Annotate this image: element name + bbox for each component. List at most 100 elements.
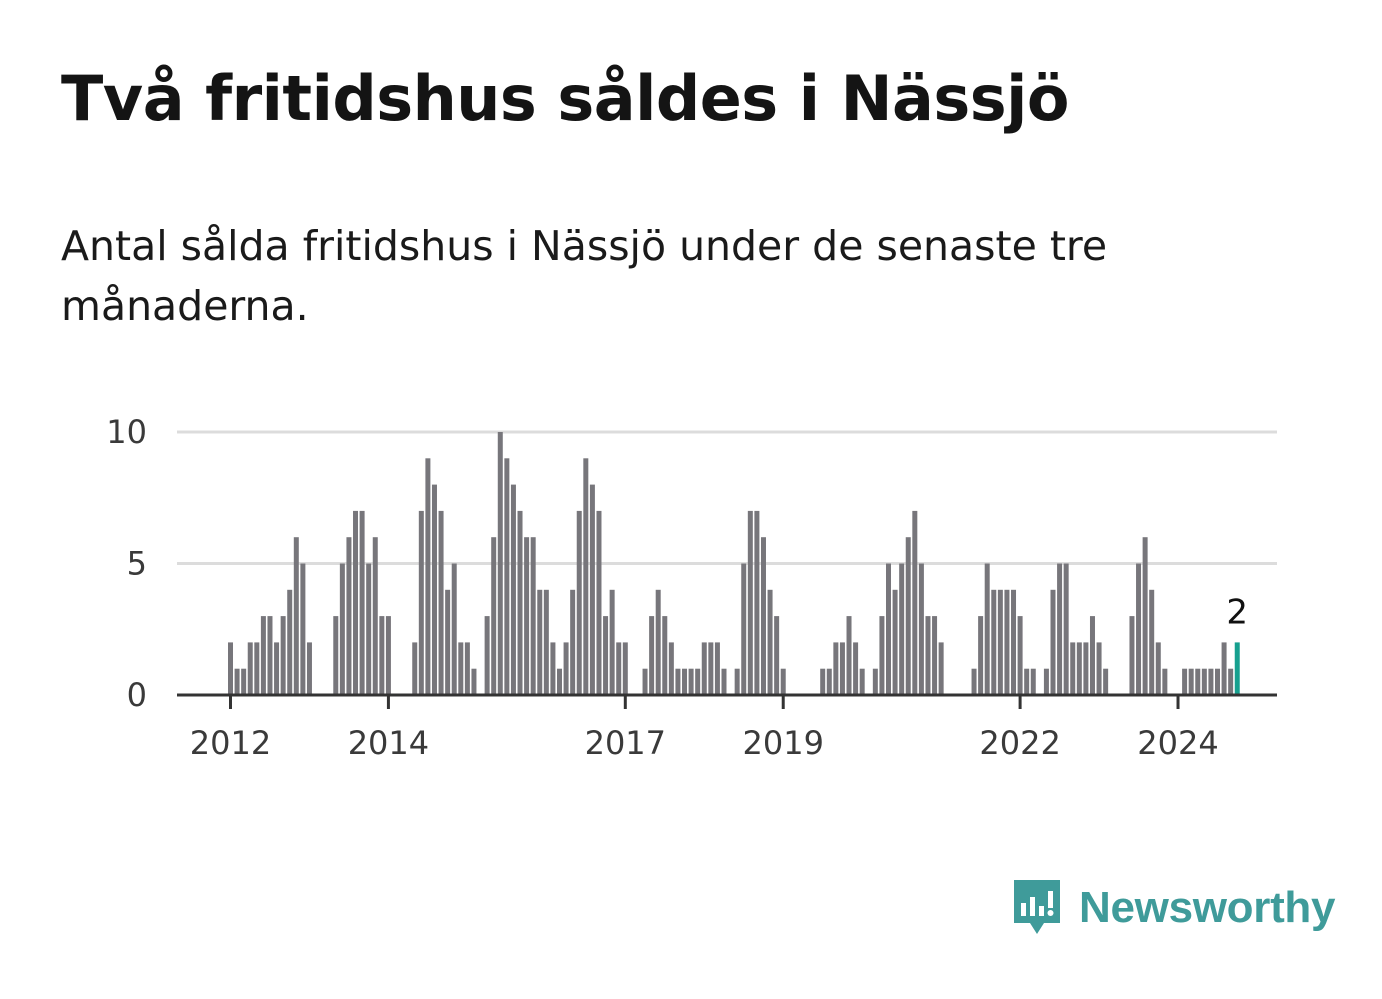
bar	[820, 668, 826, 695]
bar	[293, 537, 299, 695]
bar	[346, 537, 352, 695]
bar	[1089, 616, 1095, 695]
bar	[550, 642, 556, 695]
bar	[333, 616, 339, 695]
newsworthy-logo-icon	[1014, 880, 1060, 934]
bar	[300, 563, 306, 695]
bar	[412, 642, 418, 695]
bar	[1043, 668, 1049, 695]
bar	[589, 484, 595, 695]
bar	[1195, 668, 1201, 695]
x-tick-label: 2014	[348, 724, 429, 762]
bar	[971, 668, 977, 695]
bar	[774, 616, 780, 695]
bar	[688, 668, 694, 695]
bar	[1155, 642, 1161, 695]
bar	[385, 616, 391, 695]
bar	[524, 537, 530, 695]
bar	[853, 642, 859, 695]
bar	[339, 563, 345, 695]
x-tick-label: 2017	[585, 724, 666, 762]
brand-name: Newsworthy	[1079, 883, 1336, 932]
bar	[701, 642, 707, 695]
bar	[431, 484, 437, 695]
bar	[510, 484, 516, 695]
bar	[912, 510, 918, 695]
bar	[1057, 563, 1063, 695]
bar	[622, 642, 628, 695]
x-tick-label: 2024	[1137, 724, 1218, 762]
bar	[425, 458, 431, 695]
bar	[984, 563, 990, 695]
bar	[1011, 589, 1017, 695]
bar	[708, 642, 714, 695]
bar	[649, 616, 655, 695]
bar	[675, 668, 681, 695]
bar	[734, 668, 740, 695]
bar	[1004, 589, 1010, 695]
bar	[609, 589, 615, 695]
bar	[839, 642, 845, 695]
chart-title: Två fritidshus såldes i Nässjö	[61, 62, 1070, 135]
bar	[905, 537, 911, 695]
bar	[879, 616, 885, 695]
bar	[438, 510, 444, 695]
bar	[491, 537, 497, 695]
bar	[780, 668, 786, 695]
bar	[1017, 616, 1023, 695]
bar	[1063, 563, 1069, 695]
bar	[583, 458, 589, 695]
bar	[530, 537, 536, 695]
bar	[234, 668, 240, 695]
bar	[366, 563, 372, 695]
bar	[747, 510, 753, 695]
bar	[372, 537, 378, 695]
chart-subtitle: Antal sålda fritidshus i Nässjö under de…	[61, 222, 1108, 330]
bar	[1024, 668, 1030, 695]
bar	[1188, 668, 1194, 695]
bar	[872, 668, 878, 695]
bar	[287, 589, 293, 695]
bar	[241, 668, 247, 695]
bar	[603, 616, 609, 695]
bar	[484, 616, 490, 695]
bar	[1208, 668, 1214, 695]
bar	[714, 642, 720, 695]
x-tick-label: 2022	[979, 724, 1060, 762]
bar	[918, 563, 924, 695]
bar	[760, 537, 766, 695]
bar	[682, 668, 688, 695]
bar	[254, 642, 260, 695]
y-tick-label: 5	[127, 545, 147, 583]
bar	[978, 616, 984, 695]
bar	[668, 642, 674, 695]
bar	[1142, 537, 1148, 695]
highlight-value-label: 2	[1226, 592, 1248, 632]
bar	[464, 642, 470, 695]
bar	[1030, 668, 1036, 695]
bar	[859, 668, 865, 695]
bar	[1201, 668, 1207, 695]
bar	[1182, 668, 1188, 695]
bar	[1221, 642, 1227, 695]
bar	[938, 642, 944, 695]
bar	[846, 616, 852, 695]
bar	[1103, 668, 1109, 695]
bar	[1050, 589, 1056, 695]
bar	[458, 642, 464, 695]
bar	[260, 616, 266, 695]
bar	[662, 616, 668, 695]
bar	[353, 510, 359, 695]
x-tick-label: 2012	[190, 724, 271, 762]
bar	[997, 589, 1003, 695]
bar	[280, 616, 286, 695]
bar	[1096, 642, 1102, 695]
bar	[576, 510, 582, 695]
bar	[247, 642, 253, 695]
bar	[721, 668, 727, 695]
bar	[537, 589, 543, 695]
bar	[557, 668, 562, 695]
bar	[445, 589, 451, 695]
brand-logo: Newsworthy	[1011, 876, 1335, 940]
